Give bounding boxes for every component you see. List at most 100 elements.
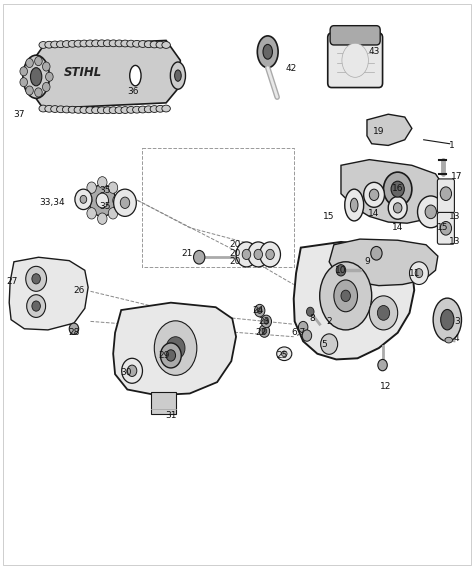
Ellipse shape bbox=[26, 59, 33, 68]
Ellipse shape bbox=[257, 36, 278, 68]
Ellipse shape bbox=[115, 107, 124, 114]
Ellipse shape bbox=[160, 343, 181, 368]
Ellipse shape bbox=[87, 208, 96, 219]
Ellipse shape bbox=[174, 70, 181, 81]
Ellipse shape bbox=[103, 107, 112, 114]
Text: 16: 16 bbox=[392, 184, 403, 192]
Ellipse shape bbox=[138, 40, 147, 47]
Ellipse shape bbox=[155, 321, 197, 376]
Ellipse shape bbox=[68, 40, 77, 47]
Text: 29: 29 bbox=[158, 351, 169, 360]
FancyBboxPatch shape bbox=[151, 393, 175, 414]
Ellipse shape bbox=[109, 40, 118, 47]
Ellipse shape bbox=[98, 213, 107, 224]
Ellipse shape bbox=[32, 274, 40, 284]
Ellipse shape bbox=[23, 55, 49, 98]
Text: 20: 20 bbox=[229, 249, 240, 258]
Text: 35: 35 bbox=[99, 201, 110, 211]
Ellipse shape bbox=[91, 107, 100, 114]
Ellipse shape bbox=[86, 107, 94, 114]
Ellipse shape bbox=[138, 106, 147, 113]
Ellipse shape bbox=[35, 56, 42, 65]
Ellipse shape bbox=[440, 187, 452, 200]
Ellipse shape bbox=[133, 106, 141, 113]
Polygon shape bbox=[341, 160, 445, 223]
Text: 10: 10 bbox=[335, 266, 346, 275]
Ellipse shape bbox=[26, 266, 46, 291]
Text: 42: 42 bbox=[286, 64, 297, 73]
Ellipse shape bbox=[393, 203, 402, 213]
Text: 9: 9 bbox=[364, 257, 370, 266]
Ellipse shape bbox=[80, 106, 89, 113]
Polygon shape bbox=[9, 257, 88, 330]
Ellipse shape bbox=[30, 68, 42, 86]
Polygon shape bbox=[367, 114, 412, 146]
Ellipse shape bbox=[260, 242, 281, 267]
Ellipse shape bbox=[20, 67, 27, 76]
Ellipse shape bbox=[266, 249, 274, 259]
Ellipse shape bbox=[378, 360, 387, 371]
Ellipse shape bbox=[43, 83, 50, 92]
Ellipse shape bbox=[56, 106, 65, 113]
Ellipse shape bbox=[63, 106, 71, 113]
Ellipse shape bbox=[342, 43, 368, 77]
Ellipse shape bbox=[150, 41, 159, 48]
Ellipse shape bbox=[96, 193, 109, 208]
Ellipse shape bbox=[441, 310, 454, 330]
Ellipse shape bbox=[302, 330, 312, 341]
Text: 5: 5 bbox=[321, 340, 328, 349]
Ellipse shape bbox=[35, 88, 42, 97]
Ellipse shape bbox=[91, 40, 100, 47]
Ellipse shape bbox=[114, 189, 137, 216]
Ellipse shape bbox=[383, 172, 412, 206]
Ellipse shape bbox=[127, 106, 135, 113]
Ellipse shape bbox=[108, 182, 118, 193]
Ellipse shape bbox=[162, 42, 170, 48]
Ellipse shape bbox=[69, 323, 79, 335]
Text: 14: 14 bbox=[392, 223, 403, 232]
Text: 33,34: 33,34 bbox=[39, 197, 64, 207]
Ellipse shape bbox=[425, 205, 437, 218]
Ellipse shape bbox=[282, 351, 287, 357]
Ellipse shape bbox=[350, 198, 358, 212]
Polygon shape bbox=[113, 303, 236, 395]
Ellipse shape bbox=[75, 189, 92, 209]
Ellipse shape bbox=[109, 107, 118, 114]
Ellipse shape bbox=[56, 41, 65, 48]
Ellipse shape bbox=[74, 40, 82, 47]
Ellipse shape bbox=[133, 40, 141, 47]
Ellipse shape bbox=[51, 41, 59, 48]
Ellipse shape bbox=[68, 106, 77, 113]
Ellipse shape bbox=[364, 182, 384, 207]
Text: 14: 14 bbox=[368, 209, 380, 218]
Text: 17: 17 bbox=[451, 172, 463, 181]
Text: 35: 35 bbox=[99, 186, 110, 195]
Ellipse shape bbox=[98, 40, 106, 47]
Ellipse shape bbox=[440, 221, 452, 235]
Ellipse shape bbox=[120, 197, 130, 208]
Text: 1: 1 bbox=[449, 141, 455, 150]
Ellipse shape bbox=[336, 265, 346, 276]
Ellipse shape bbox=[166, 350, 175, 361]
Ellipse shape bbox=[98, 107, 106, 114]
Ellipse shape bbox=[32, 301, 40, 311]
Text: 15: 15 bbox=[437, 223, 448, 232]
Ellipse shape bbox=[345, 189, 364, 221]
Ellipse shape bbox=[263, 44, 273, 59]
Ellipse shape bbox=[262, 328, 267, 334]
Ellipse shape bbox=[156, 42, 164, 48]
Ellipse shape bbox=[27, 295, 46, 318]
Ellipse shape bbox=[248, 242, 269, 267]
Ellipse shape bbox=[46, 72, 53, 81]
FancyBboxPatch shape bbox=[438, 212, 455, 244]
Text: 2: 2 bbox=[326, 317, 332, 326]
Polygon shape bbox=[329, 239, 438, 286]
Ellipse shape bbox=[255, 304, 265, 317]
Ellipse shape bbox=[80, 40, 89, 47]
Polygon shape bbox=[294, 242, 414, 360]
Ellipse shape bbox=[254, 249, 263, 259]
Ellipse shape bbox=[144, 41, 153, 48]
Text: 13: 13 bbox=[449, 237, 460, 246]
Ellipse shape bbox=[86, 40, 94, 47]
Polygon shape bbox=[29, 40, 180, 109]
